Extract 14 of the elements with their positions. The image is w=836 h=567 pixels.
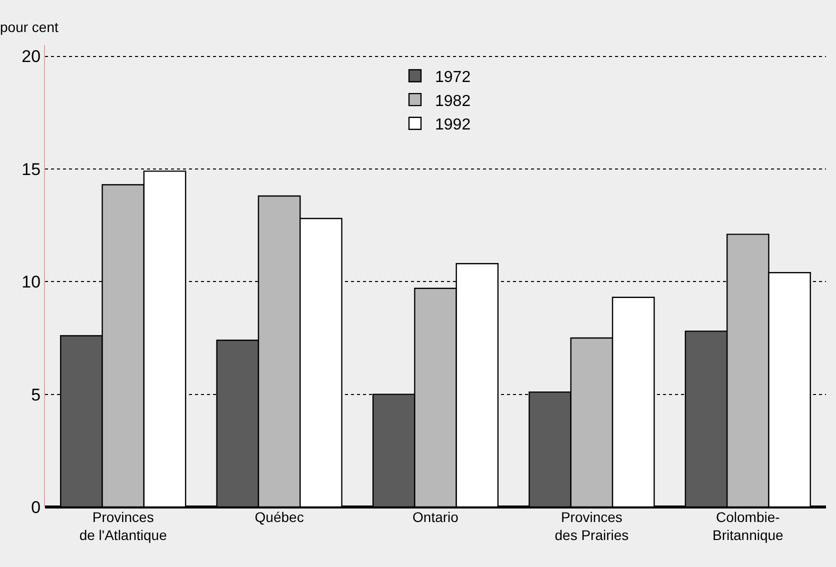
x-tick-label: Québec: [254, 509, 304, 525]
x-tick-label: Colombie- Britannique: [712, 509, 784, 544]
y-axis-title: pour cent: [0, 19, 58, 35]
legend-label: 1972: [435, 69, 471, 86]
x-tick-label: Provinces des Prairies: [554, 509, 629, 544]
legend-label: 1982: [435, 92, 471, 110]
x-tick-label: Provinces de l'Atlantique: [79, 509, 168, 544]
y-tick-label: 5: [31, 385, 41, 404]
y-tick-label: 20: [22, 47, 41, 66]
x-tick-label: Ontario: [412, 509, 459, 525]
y-tick-label: 10: [22, 272, 41, 292]
y-tick-label: 0: [31, 498, 41, 517]
legend-label: 1992: [435, 116, 471, 134]
y-tick-label: 15: [22, 160, 41, 179]
